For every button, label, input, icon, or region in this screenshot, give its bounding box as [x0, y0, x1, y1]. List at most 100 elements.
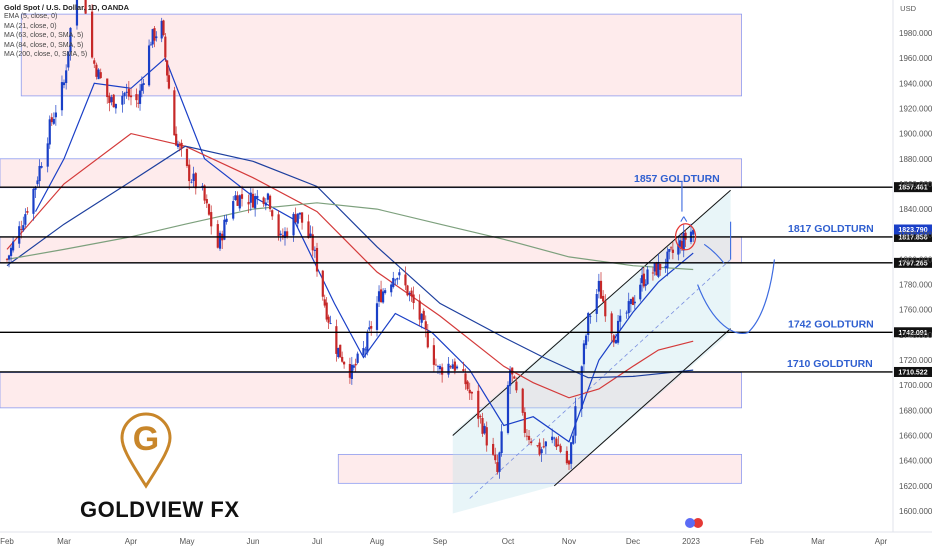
candle-body[interactable] [48, 119, 51, 145]
candle-body[interactable] [692, 229, 695, 235]
candle-body[interactable] [500, 431, 503, 454]
candle-body[interactable] [483, 425, 486, 434]
candle-body[interactable] [313, 249, 316, 251]
candle-body[interactable] [129, 95, 133, 98]
candle-body[interactable] [451, 364, 454, 369]
candle-body[interactable] [93, 60, 96, 64]
ma-line-1[interactable] [6, 132, 694, 399]
candle-body[interactable] [54, 112, 57, 118]
candle-body[interactable] [492, 443, 495, 455]
candle-body[interactable] [309, 233, 312, 237]
candle-body[interactable] [657, 262, 660, 277]
candle-body[interactable] [542, 446, 545, 448]
candle-body[interactable] [216, 224, 219, 248]
candle-body[interactable] [494, 454, 497, 461]
candle-body[interactable] [207, 204, 211, 215]
candle-body[interactable] [294, 214, 297, 223]
candle-body[interactable] [639, 284, 642, 300]
candle-body[interactable] [530, 441, 533, 444]
candle-body[interactable] [432, 345, 436, 365]
candle-body[interactable] [34, 186, 37, 190]
candle-body[interactable] [65, 70, 68, 84]
candle-body[interactable] [225, 218, 228, 222]
indicator-line[interactable]: MA (84, close, 0, SMA, 5) [4, 41, 84, 49]
goldturn-label[interactable]: 1857 GOLDTURN [634, 173, 720, 185]
candle-body[interactable] [396, 278, 399, 280]
candle-body[interactable] [521, 388, 524, 413]
candle-body[interactable] [75, 0, 79, 26]
candle-body[interactable] [62, 82, 66, 86]
candle-body[interactable] [384, 290, 387, 293]
candle-body[interactable] [551, 436, 554, 441]
candle-body[interactable] [466, 381, 469, 390]
candle-body[interactable] [114, 103, 117, 109]
candle-body[interactable] [653, 263, 656, 272]
candle-body[interactable] [589, 315, 592, 317]
candle-body[interactable] [570, 442, 573, 464]
candle-body[interactable] [525, 435, 529, 437]
candle-body[interactable] [580, 366, 583, 409]
candle-body[interactable] [464, 373, 467, 385]
candle-body[interactable] [36, 180, 39, 185]
candle-body[interactable] [555, 438, 558, 448]
ma-line-0[interactable] [34, 57, 694, 443]
candle-body[interactable] [180, 142, 183, 149]
candle-body[interactable] [123, 92, 126, 97]
candle-body[interactable] [677, 244, 680, 255]
candle-body[interactable] [511, 367, 514, 375]
candle-body[interactable] [582, 343, 586, 365]
candle-body[interactable] [52, 118, 55, 124]
candle-body[interactable] [341, 356, 344, 362]
candle-body[interactable] [418, 300, 421, 320]
candle-body[interactable] [234, 195, 237, 201]
candle-body[interactable] [627, 301, 630, 314]
candle-body[interactable] [247, 201, 250, 205]
candle-body[interactable] [682, 232, 685, 251]
candle-body[interactable] [379, 289, 383, 303]
candle-body[interactable] [97, 69, 100, 80]
candle-body[interactable] [175, 133, 178, 146]
candle-body[interactable] [283, 231, 287, 238]
candle-body[interactable] [203, 185, 206, 201]
candle-body[interactable] [553, 437, 556, 439]
candle-body[interactable] [292, 213, 295, 236]
candle-body[interactable] [565, 450, 568, 464]
candle-body[interactable] [192, 173, 195, 182]
candle-body[interactable] [394, 279, 397, 281]
candle-body[interactable] [468, 389, 471, 394]
candle-body[interactable] [50, 117, 53, 123]
candle-body[interactable] [536, 445, 539, 447]
candle-body[interactable] [354, 363, 357, 366]
candle-body[interactable] [240, 194, 244, 199]
goldturn-label[interactable]: 1742 GOLDTURN [788, 318, 874, 330]
candle-body[interactable] [544, 441, 547, 447]
candle-body[interactable] [140, 84, 143, 91]
candle-body[interactable] [587, 313, 590, 335]
candle-body[interactable] [426, 331, 429, 348]
candle-body[interactable] [232, 201, 235, 219]
indicator-line[interactable]: MA (21, close, 0) [4, 22, 57, 30]
candle-body[interactable] [375, 303, 379, 330]
candle-body[interactable] [153, 28, 156, 41]
candle-body[interactable] [256, 195, 259, 199]
candle-body[interactable] [69, 27, 72, 52]
candle-body[interactable] [149, 44, 152, 46]
candle-body[interactable] [185, 148, 189, 167]
candle-body[interactable] [67, 51, 70, 68]
candle-body[interactable] [447, 363, 450, 375]
candle-body[interactable] [95, 64, 98, 77]
candle-body[interactable] [496, 462, 499, 473]
x-axis[interactable]: Feb Mar Apr May Jun Jul Aug Sep Oct Nov Dec 2023 Feb… [0, 531, 932, 546]
candle-body[interactable] [629, 298, 632, 305]
candle-body[interactable] [680, 240, 684, 249]
candle-body[interactable] [574, 406, 577, 436]
candle-body[interactable] [60, 82, 64, 111]
candle-body[interactable] [410, 290, 413, 297]
candle-body[interactable] [348, 363, 352, 378]
candle-body[interactable] [329, 323, 332, 324]
candle-body[interactable] [679, 240, 682, 247]
candle-body[interactable] [26, 211, 29, 213]
candle-body[interactable] [108, 95, 111, 104]
candle-body[interactable] [321, 270, 324, 297]
candle-body[interactable] [210, 212, 213, 227]
